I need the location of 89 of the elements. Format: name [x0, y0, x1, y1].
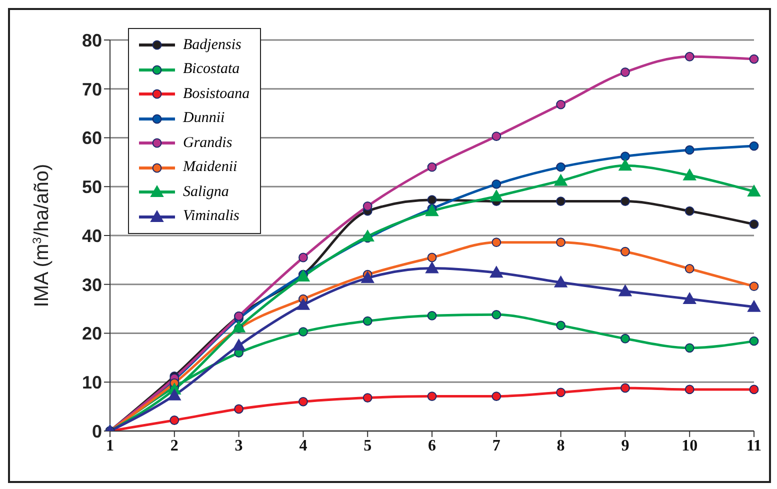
point: [748, 185, 760, 197]
point: [620, 152, 630, 162]
point: [492, 310, 502, 320]
point: [620, 334, 630, 344]
point: [684, 343, 694, 353]
point: [748, 300, 760, 312]
y-tick-label: 10: [82, 372, 102, 393]
point: [683, 168, 696, 180]
point: [232, 338, 246, 350]
y-tick-label: 70: [82, 79, 102, 100]
point: [490, 266, 503, 278]
x-tick-label: 8: [556, 437, 565, 454]
point: [427, 310, 437, 320]
point: [683, 292, 696, 304]
point: [556, 320, 566, 330]
point: [618, 284, 632, 296]
point: [554, 276, 568, 288]
point: [620, 246, 630, 256]
point: [234, 404, 244, 414]
point: [296, 298, 310, 310]
x-tick-label: 6: [428, 437, 436, 454]
y-tick-label: 60: [82, 128, 102, 148]
legend-label: Bosistoana: [183, 86, 250, 103]
point: [427, 252, 437, 262]
point: [684, 384, 694, 394]
point: [749, 220, 759, 229]
x-tick-label: 4: [299, 437, 308, 454]
point: [427, 162, 437, 172]
point: [492, 238, 502, 248]
point: [620, 383, 630, 393]
x-tick-label: 10: [682, 437, 698, 454]
point: [298, 396, 308, 406]
point: [490, 190, 503, 202]
point: [362, 316, 372, 326]
point: [556, 388, 566, 398]
x-tick-label: 11: [746, 437, 762, 454]
legend-label: Grandis: [183, 134, 232, 152]
x-tick-label: 5: [364, 437, 372, 454]
point: [556, 100, 566, 110]
point: [684, 206, 694, 216]
point: [492, 132, 502, 141]
point: [749, 384, 759, 394]
point: [492, 392, 502, 401]
point: [170, 416, 180, 425]
point: [556, 196, 566, 206]
legend-label: Badjensis: [183, 36, 242, 54]
point: [426, 204, 438, 216]
x-tick-label: 1: [106, 437, 114, 454]
point: [684, 264, 694, 274]
legend-label: Viminalis: [183, 208, 240, 226]
point: [554, 174, 568, 186]
legend-label: Bicostata: [183, 61, 240, 78]
x-tick-label: 9: [621, 437, 630, 454]
y-tick-label: 50: [82, 177, 102, 198]
legend-label: Dunnii: [183, 110, 225, 128]
point: [556, 238, 566, 248]
point: [362, 393, 372, 402]
y-tick-label: 20: [82, 324, 102, 344]
x-tick-label: 2: [170, 437, 178, 454]
point: [749, 282, 759, 292]
y-tick-label: 40: [82, 226, 102, 246]
legend-label: Saligna: [183, 184, 229, 201]
point: [168, 388, 181, 400]
point: [427, 392, 437, 401]
point: [620, 68, 630, 77]
point: [618, 159, 632, 171]
point: [426, 262, 438, 274]
point: [361, 230, 374, 242]
point: [362, 201, 372, 211]
point: [749, 141, 759, 151]
point: [684, 145, 694, 155]
point: [232, 320, 246, 332]
y-tick-label: 80: [82, 30, 102, 50]
point: [427, 195, 437, 205]
point: [298, 327, 308, 336]
point: [620, 196, 630, 206]
y-tick-label: 0: [92, 421, 102, 442]
point: [749, 336, 759, 346]
point: [556, 162, 566, 172]
point: [684, 52, 694, 62]
x-tick-label: 7: [492, 437, 500, 454]
legend-label: Maidenii: [183, 159, 238, 176]
point: [296, 270, 310, 282]
point: [492, 179, 502, 189]
point: [361, 272, 374, 284]
x-tick-label: 3: [234, 437, 243, 454]
point: [749, 54, 759, 64]
point: [298, 252, 308, 262]
y-tick-label: 30: [82, 274, 102, 295]
